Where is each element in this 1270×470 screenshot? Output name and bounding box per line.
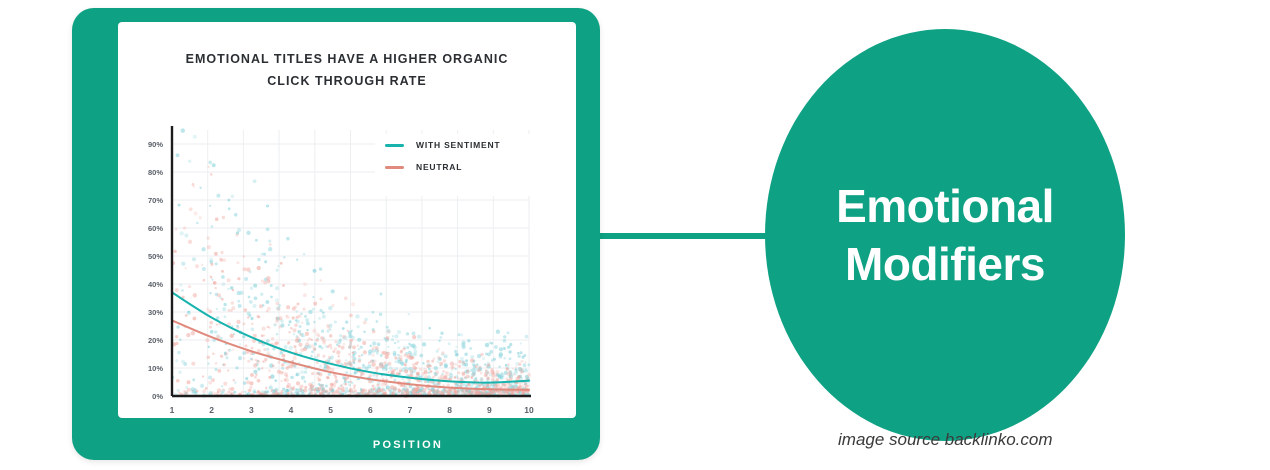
image-source-credit: image source backlinko.com bbox=[838, 430, 1053, 449]
svg-text:0%: 0% bbox=[152, 392, 163, 401]
svg-text:30%: 30% bbox=[148, 308, 163, 317]
chart-title: EMOTIONAL TITLES HAVE A HIGHER ORGANIC C… bbox=[118, 48, 576, 92]
x-axis-tick-labels: 1 2 3 4 5 6 7 8 9 10 bbox=[170, 405, 534, 415]
circle-title-line-2: Modifiers bbox=[845, 238, 1045, 290]
svg-text:8: 8 bbox=[447, 405, 452, 415]
legend-swatch-with-sentiment bbox=[385, 143, 404, 147]
svg-text:70%: 70% bbox=[148, 196, 163, 205]
y-axis-tick-labels: 0% 10% 20% 30% 40% 50% 60% 70% 80% 90% bbox=[148, 140, 163, 401]
svg-text:1: 1 bbox=[170, 405, 175, 415]
legend-label-with-sentiment: WITH SENTIMENT bbox=[416, 140, 501, 150]
svg-text:5: 5 bbox=[328, 405, 333, 415]
svg-text:60%: 60% bbox=[148, 224, 163, 233]
svg-text:4: 4 bbox=[289, 405, 294, 415]
svg-text:40%: 40% bbox=[148, 280, 163, 289]
svg-text:2: 2 bbox=[209, 405, 214, 415]
svg-text:7: 7 bbox=[408, 405, 413, 415]
svg-text:3: 3 bbox=[249, 405, 254, 415]
svg-text:10: 10 bbox=[524, 405, 534, 415]
x-axis-title: POSITION bbox=[372, 439, 444, 451]
legend-item-with-sentiment[interactable]: WITH SENTIMENT bbox=[385, 134, 530, 156]
legend-label-neutral: NEUTRAL bbox=[416, 162, 463, 172]
trend-lines bbox=[171, 291, 530, 391]
chart-legend: WITH SENTIMENT NEUTRAL bbox=[375, 134, 530, 196]
axis-lines bbox=[170, 126, 531, 398]
circle-title-line-1: Emotional bbox=[836, 180, 1054, 232]
legend-item-neutral[interactable]: NEUTRAL bbox=[385, 156, 530, 178]
svg-text:9: 9 bbox=[487, 405, 492, 415]
connector-line bbox=[598, 233, 798, 239]
svg-text:80%: 80% bbox=[148, 168, 163, 177]
chart-title-line-1: EMOTIONAL TITLES HAVE A HIGHER ORGANIC bbox=[185, 52, 509, 66]
svg-text:20%: 20% bbox=[148, 336, 163, 345]
chart-card: CTR POSITION EMOTIONAL TITLES HAVE A HIG… bbox=[72, 8, 600, 460]
emotional-modifiers-circle: Emotional Modifiers bbox=[765, 29, 1125, 441]
legend-swatch-neutral bbox=[385, 165, 404, 169]
chart-title-line-2: CLICK THROUGH RATE bbox=[267, 74, 427, 88]
circle-title: Emotional Modifiers bbox=[836, 177, 1054, 293]
chart-panel: EMOTIONAL TITLES HAVE A HIGHER ORGANIC C… bbox=[118, 22, 576, 418]
svg-text:6: 6 bbox=[368, 405, 373, 415]
svg-text:50%: 50% bbox=[148, 252, 163, 261]
svg-text:90%: 90% bbox=[148, 140, 163, 149]
svg-text:10%: 10% bbox=[148, 364, 163, 373]
